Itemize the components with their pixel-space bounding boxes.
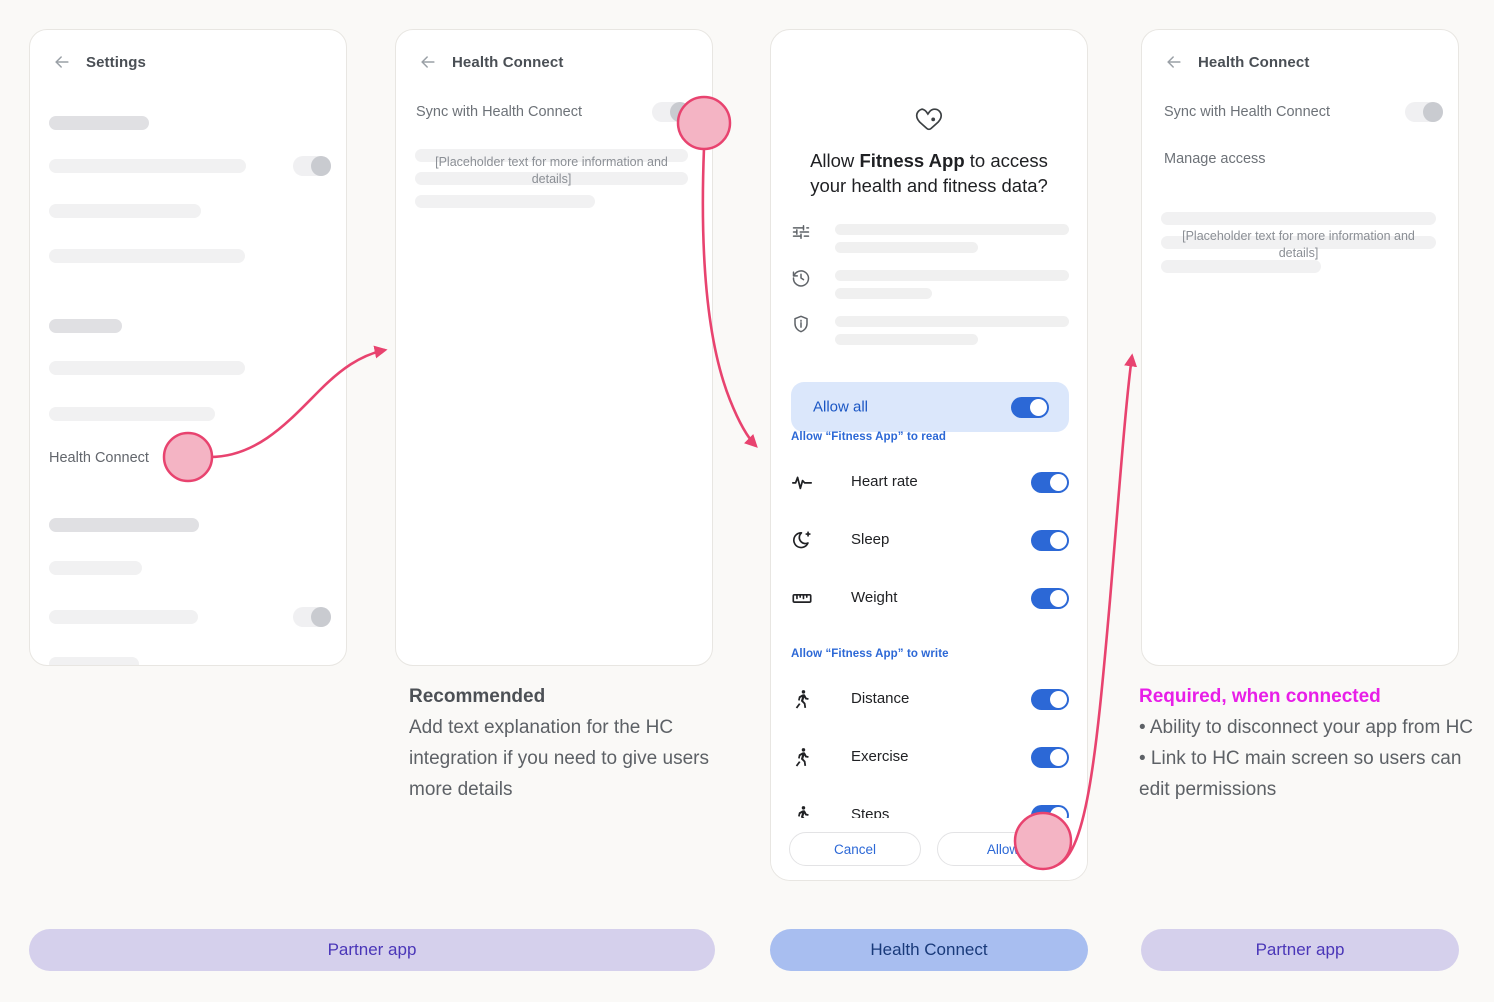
skeleton-bar: [49, 319, 122, 333]
read-section-label: Allow “Fitness App” to read: [791, 431, 946, 443]
running-person-icon: [791, 746, 813, 768]
annotation-bullet: • Ability to disconnect your app from HC: [1139, 717, 1474, 738]
page-title: Health Connect: [1198, 53, 1310, 71]
legend-health-connect: Health Connect: [770, 929, 1088, 971]
skeleton-bar: [49, 116, 149, 130]
health-connect-permission-dialog: Allow Fitness App to access your health …: [770, 29, 1088, 881]
allow-all-toggle[interactable]: [1011, 397, 1049, 418]
sync-toggle[interactable]: [1405, 102, 1443, 122]
dialog-title-suffix: to access your health and fitness data?: [810, 150, 1048, 196]
permission-label: Distance: [851, 690, 910, 707]
skeleton-bar: [415, 172, 688, 185]
skeleton-bar: [835, 224, 1069, 235]
dialog-action-bar: Cancel Allow: [771, 818, 1087, 880]
skeleton-bar: [49, 518, 199, 532]
weight-scale-icon: [791, 587, 813, 609]
history-clock-icon: [791, 268, 811, 288]
hc-before-appbar: Health Connect: [396, 30, 712, 72]
annotation-required: Required, when connected • Ability to di…: [1139, 681, 1489, 805]
skeleton-bar: [49, 407, 215, 421]
dialog-title-prefix: Allow: [810, 150, 860, 171]
skeleton-bar: [835, 242, 978, 253]
skeleton-bar: [49, 249, 245, 263]
annotation-recommended: Recommended Add text explanation for the…: [409, 681, 709, 805]
permission-toggle[interactable]: [1031, 747, 1069, 768]
legend-partner-app-right: Partner app: [1141, 929, 1459, 971]
annotation-bullet: • Link to HC main screen so users can ed…: [1139, 748, 1462, 800]
allow-all-label: Allow all: [813, 398, 869, 416]
skeleton-bar: [49, 361, 245, 375]
allow-all-row[interactable]: Allow all: [791, 382, 1069, 432]
settings-toggle[interactable]: [293, 156, 331, 176]
phone-panel-settings: Settings Health Connect: [29, 29, 347, 666]
permission-row-heart-rate[interactable]: Heart rate: [791, 471, 1069, 495]
annotation-body: Add text explanation for the HC integrat…: [409, 717, 709, 800]
sync-toggle[interactable]: [652, 102, 690, 122]
shield-info-icon: [791, 314, 811, 334]
heart-rate-icon: [791, 471, 813, 493]
permission-label: Heart rate: [851, 473, 918, 490]
running-person-icon: [791, 688, 813, 710]
back-arrow-icon[interactable]: [418, 52, 438, 72]
page-title: Settings: [86, 53, 146, 71]
health-connect-heart-icon: [911, 102, 947, 143]
back-arrow-icon[interactable]: [52, 52, 72, 72]
permission-label: Weight: [851, 589, 898, 606]
hc-after-appbar: Health Connect: [1142, 30, 1458, 72]
legend-partner-app-left: Partner app: [29, 929, 715, 971]
permission-row-weight[interactable]: Weight: [791, 587, 1069, 611]
permission-row-exercise[interactable]: Exercise: [791, 746, 1069, 770]
skeleton-bar: [835, 288, 932, 299]
page-title: Health Connect: [452, 53, 564, 71]
skeleton-bar: [1161, 236, 1436, 249]
skeleton-bar: [415, 149, 688, 162]
allow-button[interactable]: Allow: [937, 832, 1069, 866]
permission-row-distance[interactable]: Distance: [791, 688, 1069, 712]
skeleton-bar: [1161, 260, 1321, 273]
permission-toggle[interactable]: [1031, 472, 1069, 493]
settings-item-health-connect[interactable]: Health Connect: [49, 450, 149, 466]
skeleton-bar: [49, 657, 139, 665]
permission-label: Sleep: [851, 531, 890, 548]
placeholder-text: [Placeholder text for more information a…: [1182, 229, 1415, 260]
settings-toggle[interactable]: [293, 607, 331, 627]
skeleton-bar: [835, 270, 1069, 281]
settings-appbar: Settings: [30, 30, 346, 72]
manage-access-label[interactable]: Manage access: [1164, 151, 1266, 167]
annotation-heading: Required, when connected: [1139, 686, 1381, 707]
skeleton-bar: [415, 195, 595, 208]
back-arrow-icon[interactable]: [1164, 52, 1184, 72]
skeleton-bar: [49, 204, 201, 218]
tune-sliders-icon: [791, 222, 811, 242]
permission-row-sleep[interactable]: Sleep: [791, 529, 1069, 553]
phone-panel-hc-after: Health Connect Sync with Health Connect …: [1141, 29, 1459, 666]
write-section-label: Allow “Fitness App” to write: [791, 648, 949, 660]
permission-toggle[interactable]: [1031, 530, 1069, 551]
sync-with-health-connect-label: Sync with Health Connect: [1164, 104, 1331, 120]
dialog-title: Allow Fitness App to access your health …: [793, 148, 1065, 198]
dialog-title-app: Fitness App: [859, 150, 965, 171]
permission-toggle[interactable]: [1031, 588, 1069, 609]
skeleton-bar: [1161, 212, 1436, 225]
sync-with-health-connect-label: Sync with Health Connect: [416, 104, 583, 120]
skeleton-bar: [835, 334, 978, 345]
skeleton-bar: [49, 159, 246, 173]
permission-toggle[interactable]: [1031, 689, 1069, 710]
skeleton-bar: [835, 316, 1069, 327]
permission-label: Exercise: [851, 748, 909, 765]
cancel-button[interactable]: Cancel: [789, 832, 921, 866]
sleep-moon-icon: [791, 529, 813, 551]
phone-panel-hc-before: Health Connect Sync with Health Connect …: [395, 29, 713, 666]
annotation-heading: Recommended: [409, 686, 546, 707]
placeholder-text: [Placeholder text for more information a…: [435, 155, 668, 186]
skeleton-bar: [49, 610, 198, 624]
skeleton-bar: [49, 561, 142, 575]
